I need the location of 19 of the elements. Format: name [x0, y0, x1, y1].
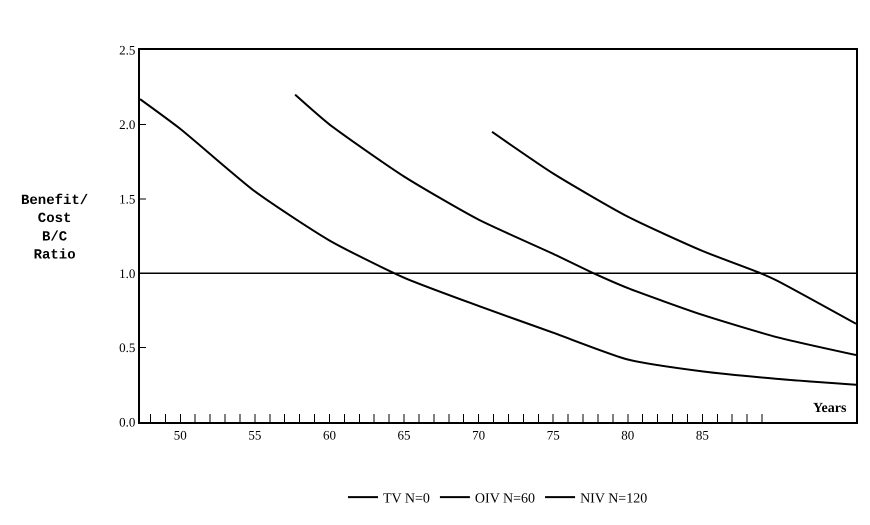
- y-tick-label: 0.0: [119, 414, 136, 430]
- x-tick-label: 55: [248, 428, 262, 443]
- x-tick-label: 80: [621, 428, 634, 443]
- x-tick-label: 65: [398, 428, 411, 443]
- x-tick-label: 75: [546, 428, 560, 443]
- y-axis-title: Benefit/ Cost B/C Ratio: [21, 193, 88, 264]
- y-tick-label: 2.0: [119, 116, 136, 132]
- y-tick-label: 1.5: [119, 191, 136, 206]
- y-tick-label: 0.5: [119, 340, 136, 356]
- legend-label: NIV N=120: [580, 492, 648, 507]
- x-tick-label: 60: [322, 428, 336, 443]
- x-axis-title: Years: [813, 401, 847, 416]
- legend-label: OIV N=60: [474, 492, 536, 507]
- x-tick-label: 85: [696, 428, 709, 443]
- legend-label: TV N=0: [383, 492, 430, 507]
- y-tick-label: 2.5: [119, 42, 136, 58]
- x-tick-label: 50: [174, 428, 187, 443]
- y-tick-label: 1.0: [119, 266, 136, 281]
- x-tick-label: 70: [472, 428, 486, 443]
